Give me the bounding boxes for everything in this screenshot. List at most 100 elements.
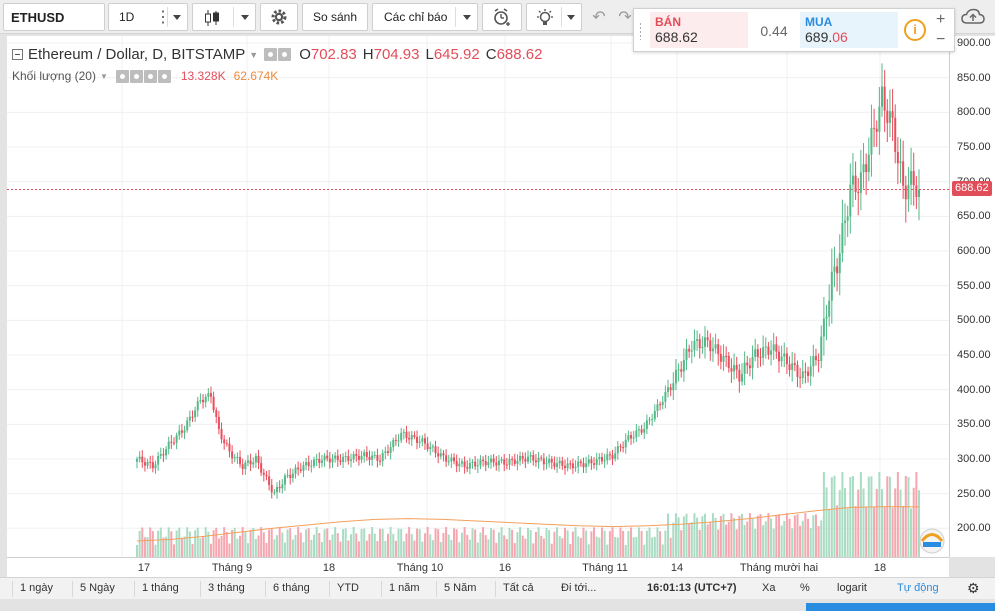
- candle-body: [434, 446, 437, 454]
- minus-icon[interactable]: −: [936, 31, 946, 48]
- compare-button[interactable]: So sánh: [302, 3, 368, 31]
- interval-dropdown[interactable]: 1D ⋮: [108, 3, 188, 31]
- candle-body: [389, 447, 392, 453]
- info-icon[interactable]: i: [904, 19, 926, 41]
- volume-label[interactable]: Khối lượng (20): [12, 69, 96, 83]
- chevron-down-icon[interactable]: [241, 15, 249, 20]
- chart-pane[interactable]: [7, 36, 949, 557]
- extended-hours-button[interactable]: Xa: [762, 582, 776, 594]
- gear-icon[interactable]: [129, 69, 143, 83]
- candle-body: [315, 458, 318, 460]
- volume-bar: [846, 508, 849, 557]
- volume-bar: [508, 527, 511, 557]
- range-button[interactable]: Tất cả: [503, 582, 534, 594]
- candle-body: [894, 117, 897, 152]
- time-axis[interactable]: 17 Tháng 9 18 Tháng 10 16 Tháng 11 14 Tháng mườ…: [7, 557, 949, 577]
- more-vertical-icon[interactable]: ⋮: [155, 9, 171, 26]
- candle-body: [421, 438, 424, 442]
- price-chart[interactable]: [7, 36, 949, 557]
- volume-bar: [429, 534, 432, 557]
- candle-body: [170, 441, 173, 443]
- collapse-legend-button[interactable]: [12, 49, 23, 60]
- range-button[interactable]: 3 tháng: [208, 582, 245, 594]
- candle-body: [859, 172, 862, 193]
- price-axis[interactable]: 900.00850.00800.00750.00700.00650.00600.…: [949, 36, 995, 557]
- candle-body: [151, 461, 154, 469]
- volume-bar: [603, 530, 606, 557]
- range-button[interactable]: 5 Năm: [444, 582, 477, 594]
- alarm-clock-icon: [494, 8, 510, 26]
- candle-body: [450, 457, 453, 462]
- volume-bar: [910, 508, 913, 557]
- divider: [495, 581, 496, 597]
- volume-bar: [851, 476, 854, 557]
- series-title[interactable]: Ethereum / Dollar, D, BITSTAMP: [28, 46, 246, 63]
- percent-scale-button[interactable]: %: [800, 582, 810, 594]
- redo-button[interactable]: ↷: [614, 3, 636, 31]
- symbol-label: ETHUSD: [11, 9, 65, 25]
- chevron-down-icon[interactable]: [463, 15, 471, 20]
- ideas-dropdown[interactable]: [526, 3, 582, 31]
- chevron-down-icon[interactable]: [173, 15, 181, 20]
- eye-icon[interactable]: [115, 69, 129, 83]
- volume-bar: [727, 521, 730, 557]
- symbol-search-box[interactable]: ETHUSD: [3, 3, 105, 31]
- candle-body: [907, 184, 910, 200]
- cloud-save-button[interactable]: [958, 3, 988, 31]
- candle-body: [384, 451, 387, 453]
- volume-bar: [434, 528, 437, 557]
- candle-body: [688, 348, 691, 352]
- candle-body: [751, 356, 754, 369]
- volume-bar: [875, 488, 878, 557]
- range-button[interactable]: YTD: [337, 582, 359, 594]
- undo-button[interactable]: ↶: [586, 3, 612, 31]
- candle-body: [460, 461, 463, 464]
- more-icon[interactable]: [143, 69, 157, 83]
- range-button[interactable]: 1 năm: [389, 582, 420, 594]
- settings-button[interactable]: [260, 3, 298, 31]
- chevron-down-icon[interactable]: [567, 15, 575, 20]
- chart-type-dropdown[interactable]: [192, 3, 256, 31]
- add-alert-button[interactable]: [482, 3, 522, 31]
- range-button[interactable]: 1 ngày: [20, 582, 54, 594]
- volume-bar: [722, 513, 725, 557]
- volume-bar: [167, 527, 170, 557]
- volume-bar: [680, 530, 683, 557]
- divider: [265, 581, 266, 597]
- price-tick-label: 800.00: [957, 106, 991, 119]
- candle-body: [637, 429, 640, 431]
- volume-bar: [534, 531, 537, 557]
- volume-bar: [196, 527, 199, 557]
- volume-bar: [793, 515, 796, 557]
- volume-bar: [220, 535, 223, 557]
- candle-body: [661, 401, 664, 406]
- buy-button[interactable]: MUA 689.06: [800, 12, 898, 48]
- sell-button[interactable]: BÁN 688.62: [650, 12, 748, 48]
- eye-icon[interactable]: [264, 48, 278, 61]
- volume-bar: [347, 540, 350, 557]
- candle-body: [511, 459, 514, 461]
- footer-panel-tab[interactable]: [806, 603, 995, 611]
- goto-button[interactable]: Đi tới...: [561, 582, 597, 594]
- volume-bar: [273, 539, 276, 557]
- candle-body: [854, 175, 857, 193]
- range-button[interactable]: 5 Ngày: [80, 582, 115, 594]
- candle-body: [608, 454, 611, 456]
- auto-scale-button[interactable]: Tự động: [897, 582, 939, 594]
- volume-bar: [682, 516, 685, 557]
- gear-icon[interactable]: ⚙: [967, 580, 980, 596]
- volume-bar: [608, 531, 611, 557]
- volume-bar: [368, 533, 371, 557]
- gear-icon[interactable]: [278, 48, 292, 61]
- chevron-down-icon[interactable]: ▼: [99, 71, 108, 81]
- log-scale-button[interactable]: logarit: [837, 582, 867, 594]
- chevron-down-icon[interactable]: ▼: [249, 49, 259, 60]
- range-button[interactable]: 6 tháng: [273, 582, 310, 594]
- range-button[interactable]: 1 tháng: [142, 582, 179, 594]
- volume-bar: [902, 505, 905, 557]
- drag-handle-icon[interactable]: [639, 22, 642, 40]
- plus-icon[interactable]: +: [936, 11, 946, 28]
- close-icon[interactable]: [157, 69, 171, 83]
- indicators-dropdown[interactable]: Các chỉ báo: [372, 3, 478, 31]
- candle-body: [738, 369, 741, 382]
